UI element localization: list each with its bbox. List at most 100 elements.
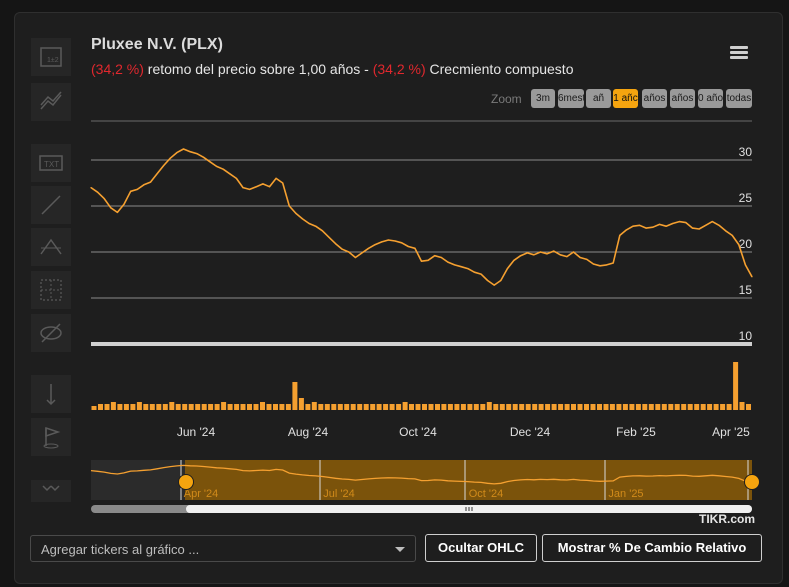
volume-bar (720, 404, 726, 410)
measure-grid-icon[interactable] (31, 271, 71, 309)
x-tick-label: Aug '24 (288, 425, 329, 439)
zoom-button-2[interactable]: añ (586, 89, 611, 108)
volume-bar (175, 404, 181, 410)
price-point (691, 227, 694, 229)
hide-drawings-icon[interactable] (31, 314, 71, 352)
price-point (738, 244, 740, 246)
price-point (751, 276, 753, 278)
price-point (685, 222, 687, 224)
fibonacci-icon[interactable] (31, 228, 71, 266)
price-point (361, 252, 363, 254)
price-point (460, 266, 462, 268)
navigator-handle-left[interactable] (178, 474, 194, 490)
price-point (182, 148, 185, 150)
price-point (282, 182, 284, 184)
zoom-button-7[interactable]: todas (726, 89, 752, 108)
collapse-icon[interactable] (31, 480, 71, 502)
trend-lines-icon[interactable] (31, 83, 71, 121)
price-point (249, 188, 251, 190)
volume-bar (648, 404, 654, 410)
volume-bar (571, 404, 576, 410)
tikr-credit: TIKR.com (699, 512, 756, 526)
chart-menu-icon[interactable] (730, 46, 748, 60)
volume-bar (311, 402, 317, 410)
volume-bar (169, 402, 175, 410)
volume-bar (480, 404, 486, 410)
zoom-button-4[interactable]: años (642, 89, 667, 108)
price-point (672, 222, 674, 225)
volume-bar (292, 382, 298, 410)
price-point (559, 254, 561, 256)
price-point (123, 203, 125, 205)
price-point (301, 218, 304, 220)
price-point (116, 211, 118, 213)
eye-label-icon[interactable]: 1±2 (31, 38, 71, 76)
flag-marker-icon[interactable] (31, 418, 71, 456)
volume-bar (564, 404, 570, 410)
volume-bar (162, 404, 168, 410)
price-point (500, 279, 502, 282)
volume-bar (460, 404, 466, 410)
price-point (718, 224, 720, 226)
volume-bar (577, 404, 583, 410)
price-point (579, 256, 581, 259)
line-draw-icon[interactable] (31, 186, 71, 224)
volume-bar (91, 406, 97, 410)
volume-bar (98, 404, 103, 410)
volume-bar (441, 404, 447, 410)
price-point (341, 248, 343, 250)
price-point (321, 230, 323, 232)
text-annotation-icon[interactable]: TXT (31, 144, 71, 182)
price-point (335, 243, 337, 245)
volume-bar (597, 404, 602, 410)
navigator-label: Jan '25 (608, 488, 643, 500)
volume-bar (240, 404, 246, 410)
x-tick-label: Oct '24 (399, 425, 437, 439)
volume-bar (661, 404, 667, 410)
zoom-button-6[interactable]: 0 años (698, 89, 723, 108)
price-point (572, 251, 575, 253)
volume-bar (376, 404, 382, 410)
volume-bar (668, 404, 674, 410)
show-relative-change-button[interactable]: Mostrar % De Cambio Relativo (542, 534, 762, 562)
volume-bar (260, 402, 265, 410)
price-point (97, 191, 99, 193)
add-tickers-select[interactable]: Agregar tickers al gráfico ... (30, 535, 416, 562)
price-point (354, 256, 356, 259)
price-point (652, 226, 654, 228)
volume-bar (609, 404, 615, 410)
price-point (149, 181, 152, 183)
y-tick-label: 15 (739, 283, 753, 297)
svg-text:1±2: 1±2 (47, 57, 59, 64)
volume-bar (733, 362, 739, 410)
price-point (539, 251, 542, 253)
x-tick-label: Apr '25 (712, 425, 750, 439)
x-tick-label: Feb '25 (616, 425, 656, 439)
zoom-button-0[interactable]: 3m (531, 89, 555, 108)
volume-bar (234, 404, 240, 410)
y-tick-label: 30 (739, 145, 753, 159)
add-tickers-placeholder: Agregar tickers al gráfico ... (41, 542, 200, 557)
navigator-handle-right[interactable] (744, 474, 760, 490)
zoom-button-3[interactable]: 1 añc (613, 89, 638, 108)
price-point (130, 190, 132, 192)
navigator-label: Apr '24 (184, 488, 219, 500)
volume-bar (357, 404, 363, 410)
price-point (606, 264, 608, 266)
price-point (136, 188, 138, 190)
price-point (90, 187, 92, 189)
price-point (744, 264, 747, 266)
hide-ohlc-button[interactable]: Ocultar OHLC (425, 534, 537, 562)
price-point (222, 168, 224, 170)
price-point (163, 164, 165, 167)
volume-bar (506, 404, 512, 410)
volume-bar (110, 402, 116, 410)
zoom-button-1[interactable]: 6meste (558, 89, 584, 108)
zoom-button-5[interactable]: años (670, 89, 695, 108)
price-range-icon[interactable] (31, 375, 71, 413)
price-point (328, 236, 330, 238)
volume-bar (143, 404, 149, 410)
price-point (202, 156, 204, 158)
volume-bar (616, 404, 622, 410)
